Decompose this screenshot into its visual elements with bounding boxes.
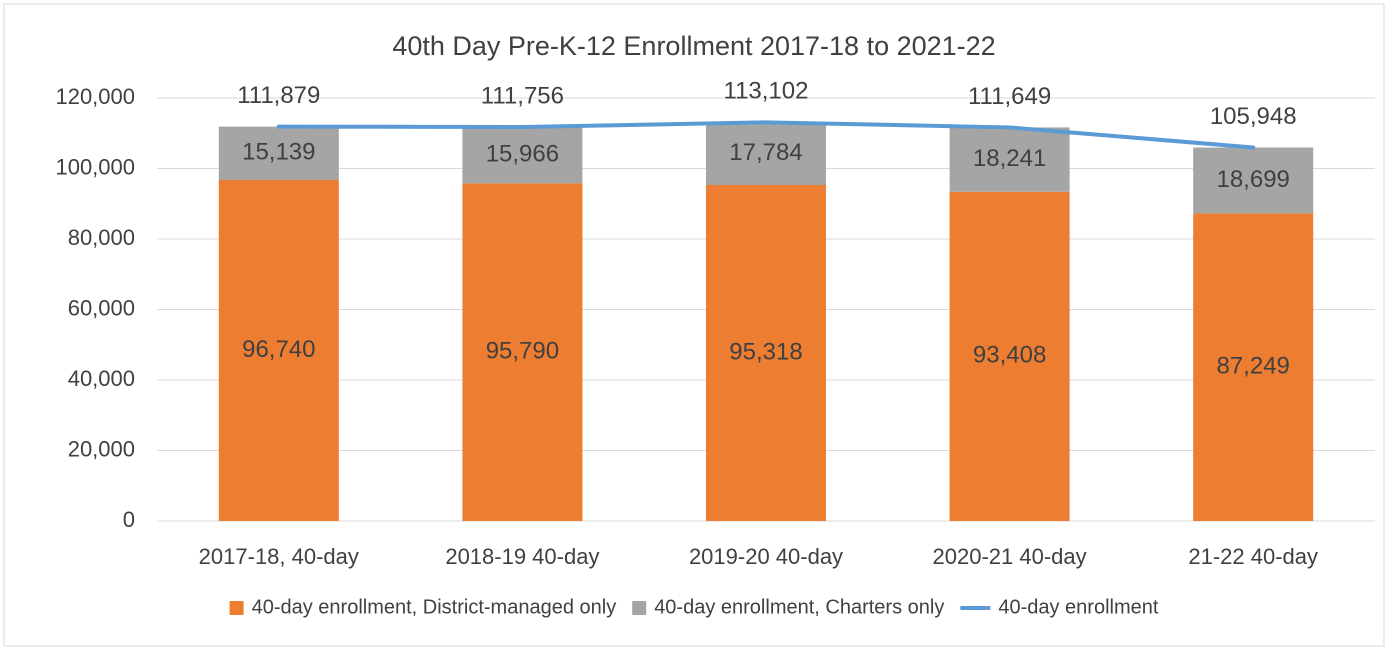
chart-title: 40th Day Pre-K-12 Enrollment 2017-18 to … bbox=[392, 31, 995, 61]
x-tick-label: 2018-19 40-day bbox=[445, 544, 599, 569]
y-tick-label: 100,000 bbox=[55, 154, 135, 179]
data-label: 113,102 bbox=[724, 78, 809, 105]
data-label: 95,790 bbox=[486, 338, 559, 365]
data-label: 17,784 bbox=[729, 139, 802, 166]
bar-segment bbox=[1193, 213, 1314, 522]
y-tick-label: 0 bbox=[123, 507, 135, 532]
data-label: 111,879 bbox=[237, 82, 320, 109]
legend-label: 40-day enrollment bbox=[998, 596, 1159, 618]
bar-segment bbox=[706, 185, 826, 522]
legend-label: 40-day enrollment, Charters only bbox=[654, 596, 944, 618]
y-tick-label: 80,000 bbox=[68, 225, 135, 250]
data-label: 105,948 bbox=[1210, 103, 1297, 130]
bar-segment bbox=[949, 191, 1070, 521]
y-tick-label: 120,000 bbox=[55, 84, 135, 109]
data-label: 95,318 bbox=[729, 338, 802, 365]
y-tick-label: 60,000 bbox=[68, 295, 135, 320]
bar-segment bbox=[706, 122, 826, 186]
bar-segment bbox=[462, 127, 583, 184]
line-series bbox=[276, 120, 1256, 150]
data-label: 18,699 bbox=[1216, 166, 1289, 193]
data-label: 15,139 bbox=[242, 139, 315, 166]
data-label: 111,649 bbox=[968, 83, 1051, 110]
x-tick-label: 2020-21 40-day bbox=[933, 544, 1087, 569]
bar-segment bbox=[462, 183, 583, 521]
legend-swatch bbox=[229, 601, 244, 615]
legend-swatch bbox=[632, 601, 647, 615]
data-label: 93,408 bbox=[973, 342, 1046, 369]
data-label: 18,241 bbox=[973, 145, 1046, 172]
legend-label: 40-day enrollment, District-managed only bbox=[252, 596, 617, 618]
x-tick-label: 2019-20 40-day bbox=[689, 544, 843, 569]
bar-segment bbox=[218, 126, 339, 180]
bar-segment bbox=[949, 127, 1070, 192]
x-tick-label: 21-22 40-day bbox=[1188, 544, 1318, 569]
data-label: 15,966 bbox=[486, 141, 559, 168]
data-label: 87,249 bbox=[1216, 353, 1289, 380]
bar-segment bbox=[1193, 147, 1314, 214]
y-tick-label: 40,000 bbox=[68, 366, 135, 391]
data-label: 96,740 bbox=[242, 336, 315, 363]
data-label: 111,756 bbox=[481, 82, 564, 109]
y-tick-label: 20,000 bbox=[68, 436, 135, 461]
bar-segment bbox=[218, 179, 339, 521]
x-tick-label: 2017-18, 40-day bbox=[199, 544, 359, 569]
